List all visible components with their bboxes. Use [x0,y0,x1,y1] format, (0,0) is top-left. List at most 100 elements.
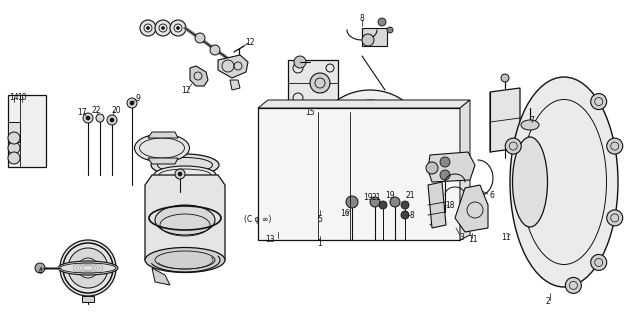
Text: 5: 5 [317,215,322,225]
Text: 17: 17 [77,108,87,116]
Circle shape [146,27,150,29]
Text: 22: 22 [91,106,101,115]
Ellipse shape [145,247,225,273]
Polygon shape [190,66,208,86]
Circle shape [8,132,20,144]
Text: 9: 9 [136,93,140,102]
Circle shape [68,248,108,288]
Ellipse shape [155,205,215,235]
Circle shape [310,73,330,93]
Text: 13: 13 [265,236,275,244]
Circle shape [440,170,450,180]
Polygon shape [148,132,178,138]
Circle shape [505,138,521,154]
Circle shape [178,172,182,176]
Circle shape [162,27,165,29]
Circle shape [8,142,20,154]
Text: 6: 6 [490,190,495,199]
Circle shape [591,93,607,109]
Polygon shape [428,182,446,228]
Circle shape [378,18,386,26]
Circle shape [96,114,104,122]
Circle shape [362,34,374,46]
Ellipse shape [510,77,618,287]
Bar [288,60,338,105]
Circle shape [107,115,117,125]
Text: 4: 4 [38,268,43,276]
Bar [8,95,46,167]
Text: 21: 21 [371,193,381,202]
Polygon shape [230,80,240,90]
Circle shape [83,113,93,123]
Circle shape [195,33,205,43]
Circle shape [312,90,428,206]
Polygon shape [490,88,520,152]
Circle shape [60,240,116,296]
Text: 16: 16 [340,210,350,219]
Circle shape [210,45,220,55]
Ellipse shape [154,166,216,184]
Text: 11: 11 [468,236,478,244]
Circle shape [387,27,393,33]
Text: 19: 19 [363,194,373,203]
Polygon shape [148,158,178,164]
Circle shape [440,157,450,167]
Text: 15: 15 [305,108,315,116]
Circle shape [565,277,582,293]
Circle shape [294,56,306,68]
Circle shape [130,101,134,105]
Circle shape [350,128,390,168]
Circle shape [370,197,380,207]
Ellipse shape [151,154,219,176]
Circle shape [607,210,623,226]
Text: 21: 21 [405,191,415,201]
Text: 18: 18 [445,201,454,210]
Circle shape [591,254,607,270]
Polygon shape [258,108,460,240]
Text: 1: 1 [317,239,322,249]
Circle shape [390,197,400,207]
Polygon shape [82,296,94,302]
Circle shape [426,162,438,174]
Text: 3: 3 [459,234,464,243]
Bar [362,28,387,46]
Ellipse shape [513,137,548,227]
Text: 11: 11 [501,234,511,243]
Text: 12: 12 [182,85,191,94]
Polygon shape [152,268,170,285]
Text: (C φ ∞): (C φ ∞) [244,215,272,225]
Circle shape [177,27,180,29]
Text: 7: 7 [530,116,535,124]
Polygon shape [218,55,248,78]
Text: 20: 20 [111,106,121,115]
Circle shape [501,74,509,82]
Text: 8: 8 [409,211,414,220]
Circle shape [401,201,409,209]
Circle shape [155,20,171,36]
Text: 8: 8 [359,13,364,22]
Ellipse shape [521,120,539,130]
Bar [8,122,20,142]
Text: 19: 19 [385,191,395,201]
Circle shape [35,263,45,273]
Circle shape [379,201,387,209]
Circle shape [110,118,114,122]
Circle shape [175,169,185,179]
Circle shape [8,152,20,164]
Polygon shape [460,100,470,240]
Polygon shape [145,175,225,260]
Circle shape [346,196,358,208]
Polygon shape [428,152,475,182]
Circle shape [607,138,623,154]
Circle shape [127,98,137,108]
Circle shape [401,211,409,219]
Polygon shape [455,185,488,232]
Text: 14: 14 [9,92,19,101]
Ellipse shape [135,134,190,162]
Text: 12: 12 [245,37,255,46]
Polygon shape [258,100,470,108]
Text: 2: 2 [546,298,550,307]
Text: 10: 10 [17,92,27,101]
Circle shape [86,116,90,120]
Circle shape [170,20,186,36]
